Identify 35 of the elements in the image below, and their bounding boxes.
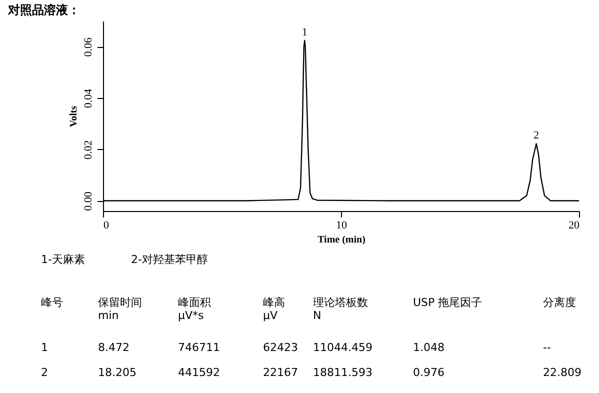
x-axis-title: Time (min) [318, 234, 366, 246]
text: 峰号 [41, 296, 63, 309]
text: 分离度 [543, 296, 576, 309]
annotation: 1 [302, 26, 308, 39]
text: 11044.459 [313, 341, 372, 354]
x-tick-label: 0 [104, 220, 110, 232]
text: 2-对羟基苯甲醇 [131, 253, 208, 266]
text: -- [543, 341, 551, 354]
y-tick-label: 0.00 [82, 191, 94, 211]
text: 8.472 [98, 341, 130, 354]
text: 62423 [263, 341, 298, 354]
text: 峰面积 μV*s [178, 296, 211, 322]
text: 0.976 [413, 366, 444, 379]
text: 2 [41, 366, 48, 379]
text: USP 拖尾因子 [413, 296, 482, 309]
x-tick-label: 20 [568, 220, 580, 232]
y-tick-label: 0.06 [82, 37, 94, 57]
text: 22167 [263, 366, 298, 379]
text: 峰高 μV [263, 296, 285, 322]
annotation: 2 [534, 130, 540, 142]
y-tick-label: 0.02 [82, 140, 94, 160]
text: 1-天麻素 [41, 253, 85, 266]
text: 18811.593 [313, 366, 372, 379]
text: 22.809 [543, 366, 582, 379]
chart-title: 对照品溶液： [7, 3, 80, 17]
text: 441592 [178, 366, 220, 379]
text: 1.048 [413, 341, 444, 354]
text: 理论塔板数 N [313, 296, 368, 322]
y-tick-label: 0.04 [82, 88, 94, 108]
text: 1 [41, 341, 48, 354]
text: 18.205 [98, 366, 136, 379]
y-axis-title: Volts [68, 106, 80, 128]
text: 746711 [178, 341, 220, 354]
x-tick-label: 10 [336, 220, 348, 232]
text: 保留时间 min [98, 296, 142, 322]
